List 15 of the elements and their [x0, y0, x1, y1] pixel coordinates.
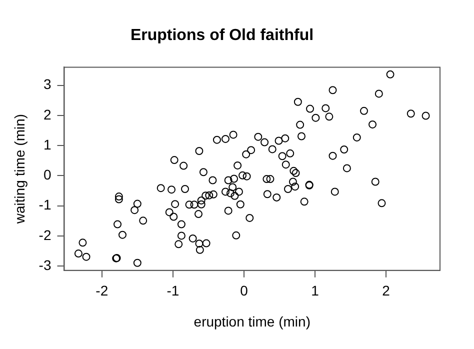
y-tick-label: -2 — [38, 226, 52, 243]
x-tick-label: 1 — [311, 282, 320, 299]
chart-title: Eruptions of Old faithful — [130, 27, 314, 44]
x-tick-label: 2 — [382, 282, 390, 299]
x-tick-label: -2 — [96, 282, 108, 299]
y-tick-label: 0 — [43, 166, 52, 183]
x-axis-title: eruption time (min) — [194, 313, 310, 330]
y-tick-label: 3 — [43, 76, 52, 92]
y-tick-label: -1 — [38, 196, 52, 213]
y-tick-label: 2 — [43, 106, 52, 122]
x-tick-label: 0 — [240, 282, 248, 299]
y-tick-label: 1 — [43, 136, 52, 152]
y-axis-title: waiting time (min) — [11, 114, 28, 225]
y-tick-label: -3 — [38, 257, 52, 274]
x-tick-label: -1 — [166, 282, 180, 299]
